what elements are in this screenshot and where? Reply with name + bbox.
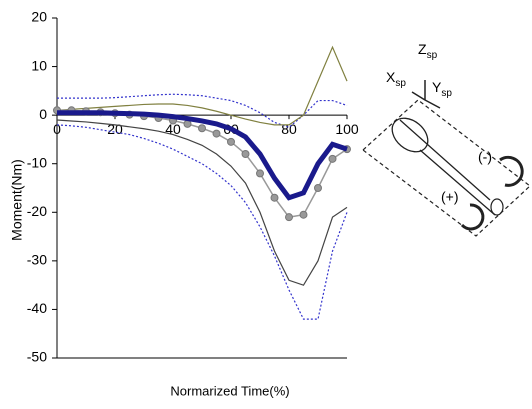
x-tick-label: 100 [335,121,359,137]
annotation-subscript: sp [441,88,452,99]
series-marker [286,214,293,221]
y-tick-label: 10 [31,57,47,73]
annotation-subscript: sp [395,78,406,89]
y-tick-label: -20 [27,203,47,219]
series-marker [300,211,307,218]
y-axis-label: Moment(Nm) [9,159,25,241]
series-marker [271,194,278,201]
series-marker [199,125,206,132]
chart: Normarized Time(%) Moment(Nm) Zsp Xsp Ys… [0,0,532,409]
annotation: (+) [441,189,459,205]
y-tick-label: 0 [39,106,47,122]
annotation: Xsp [386,69,406,89]
y-tick-label: -50 [27,349,47,365]
series-line [57,120,347,285]
series-marker [242,151,249,158]
y-tick-label: -10 [27,154,47,170]
x-axis-label: Normarized Time(%) [170,383,289,398]
y-tick-label: -40 [27,300,47,316]
y-tick-label: 20 [31,9,47,25]
series-marker [257,170,264,177]
series-line [57,125,347,319]
y-tick-label: -30 [27,252,47,268]
annotation-subscript: sp [427,50,438,61]
series-marker [315,185,322,192]
series-marker [228,138,235,145]
series-marker [329,155,336,162]
x-tick-label: 20 [107,121,123,137]
diagram [363,80,530,236]
annotation: Ysp [432,79,452,99]
annotation: Zsp [418,41,438,61]
series-marker [213,130,220,137]
annotation: (-) [478,149,492,165]
x-tick-label: 0 [53,121,61,137]
